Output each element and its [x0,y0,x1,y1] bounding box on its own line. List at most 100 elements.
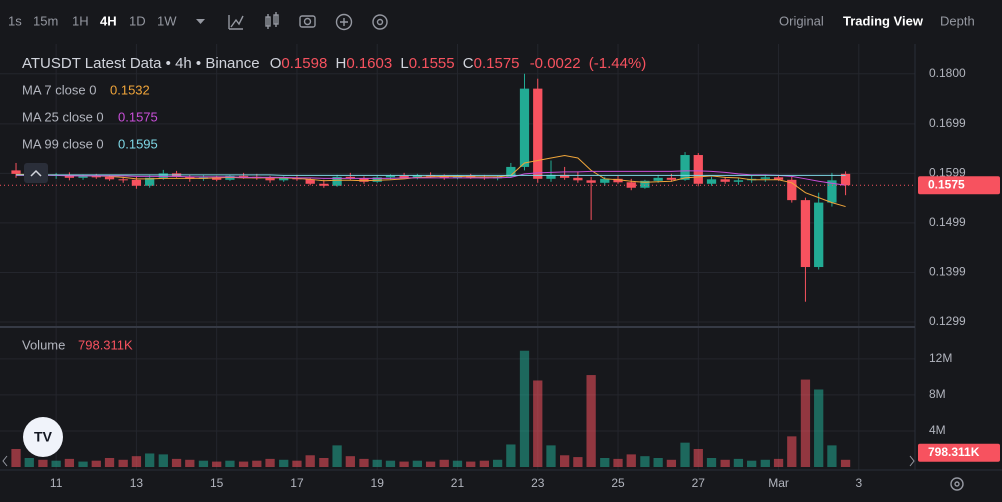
volume-bar [452,460,463,467]
volume-bar [158,454,168,467]
view-tab[interactable]: Original [779,13,824,28]
volume-bar [613,458,623,467]
candle-body [613,178,623,183]
volume-bar [573,457,583,467]
interval-button[interactable]: 1s [8,13,22,28]
y-tick-label: 0.1399 [929,265,966,279]
x-tick-label: 15 [210,476,224,490]
candle-body [104,176,115,180]
volume-bar [319,457,329,467]
volume-bar [212,461,222,467]
volume-bar [279,459,289,467]
view-tab[interactable]: Trading View [843,13,924,28]
ohlc-label: O [270,55,282,72]
candle-body [332,176,342,186]
volume-bar [466,461,476,467]
interval-button[interactable]: 15m [33,13,58,28]
volume-bar [198,460,209,467]
low-value: 0.1555 [409,55,455,72]
scroll-left[interactable] [2,455,8,467]
candle-body [706,179,717,184]
volume-bar [506,444,516,467]
volume-bar [773,458,784,467]
candle-body [586,180,596,183]
open-value: 0.1598 [281,55,327,72]
candle-body [399,175,409,178]
candle-body [131,179,142,186]
volume-bar [359,458,369,467]
volume-bar [747,460,757,467]
volume-bar [439,459,449,467]
volume-bar [171,458,182,467]
ma-legend-name: MA 7 close 0 [22,82,96,97]
ohlc-label: C [463,55,474,72]
ma-legend-value: 0.1595 [118,136,158,151]
indicator-icon[interactable] [228,15,244,30]
header: ATUSDT Latest Data • 4h • Binance O0.159… [22,55,646,72]
volume-bar [653,457,663,467]
volume-bar [185,459,195,467]
volume-bar [292,460,302,467]
candle-body [279,177,289,181]
candle-body [827,180,837,203]
candle-body [653,177,663,181]
settings-icon[interactable] [372,14,388,30]
volume-bar [64,458,75,467]
x-tick-label: 3 [855,476,862,490]
scroll-right[interactable] [909,455,915,467]
volume-bar [546,445,556,467]
ma-legend: MA 7 close 0 0.1532 MA 25 close 0 0.1575 MA … [22,82,158,151]
volume-bar [760,459,770,467]
volume-bar [238,461,249,467]
interval-dropdown[interactable] [196,19,205,24]
candle-body [145,177,155,186]
interval-button[interactable]: 1H [72,13,89,28]
marks [0,73,915,467]
candle-body [319,183,329,186]
add-icon[interactable] [335,13,353,31]
volume-bar [252,460,262,467]
view-tab[interactable]: Depth [940,13,975,28]
collapse-button[interactable] [24,163,48,183]
candle-body [773,177,784,180]
candle-body [439,176,449,178]
volume-bar [145,453,155,467]
axis-settings[interactable] [950,477,964,491]
ma-line [16,155,846,208]
screenshot-icon[interactable] [299,15,316,28]
y-tick-label: 0.1299 [929,314,966,328]
volume-bar [814,389,824,467]
x-tick-label: 27 [692,476,706,490]
volume-bar [733,458,744,467]
candle-body [238,175,249,177]
y-tick-label: 12M [929,351,952,365]
chart-title: ATUSDT Latest Data • 4h • Binance [22,55,260,72]
interval-button[interactable]: 4H [100,13,117,28]
volume-tag [918,443,1000,462]
volume-bar [91,460,101,467]
candle-body [91,176,101,178]
volume-bar [305,455,315,467]
candle-body [506,166,516,177]
volume-bar [78,461,88,467]
candle-body [533,88,543,179]
candle-body [760,177,770,179]
volume-bar [399,461,409,467]
candle-body [546,174,556,179]
interval-button[interactable]: 1D [129,13,146,28]
volume-bar [640,456,650,467]
change-percent: (-1.44%) [589,55,647,72]
interval-button[interactable]: 1W [157,13,177,28]
ohlc-label: H [335,55,346,72]
volume-bar [225,460,235,467]
candle-body [787,179,797,201]
candle-body [385,175,396,178]
volume-bar [24,457,34,467]
volume-bar [385,460,396,467]
volume-bar [38,459,48,467]
candle-type-icon[interactable] [265,12,279,29]
ma-line [16,170,846,186]
candle-body [680,155,690,180]
volume-bar [666,459,677,467]
